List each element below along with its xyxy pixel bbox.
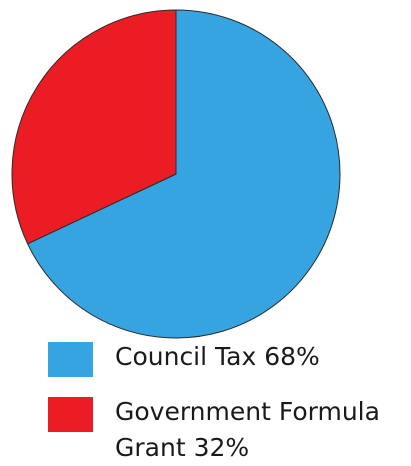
legend-label-council-tax: Council Tax 68% bbox=[115, 342, 320, 371]
pie-chart bbox=[11, 9, 341, 339]
legend-label-line-1: Government Formula bbox=[115, 397, 380, 426]
pie-slice-government-formula-grant bbox=[11, 9, 177, 245]
legend-swatch-government-grant bbox=[48, 397, 93, 432]
pie-slice-council-tax bbox=[26, 9, 341, 339]
legend-label-government-grant: Government Formula Grant 32% bbox=[115, 394, 380, 466]
legend-label-line-2: Grant 32% bbox=[115, 433, 250, 462]
legend-swatch-council-tax bbox=[48, 342, 93, 377]
